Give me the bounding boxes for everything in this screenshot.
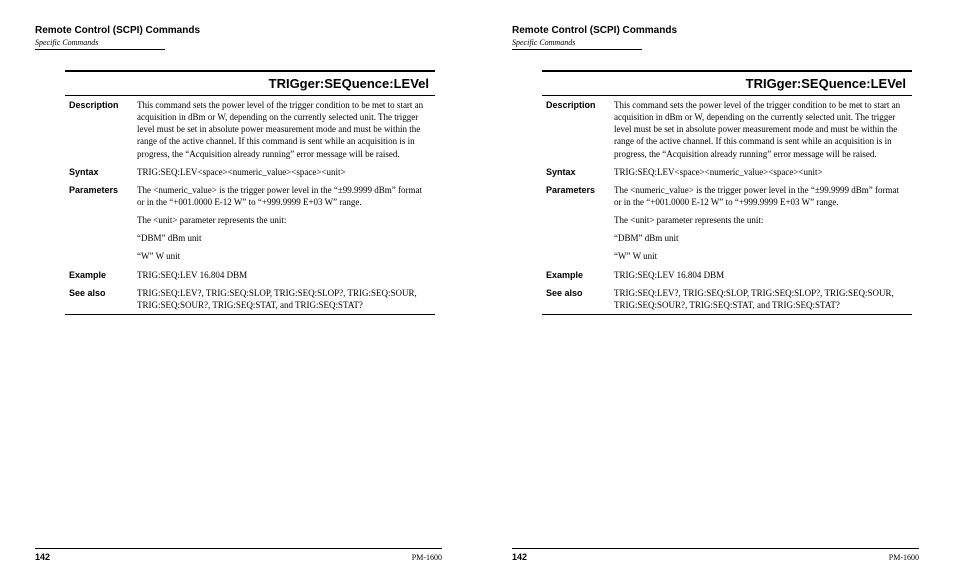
page-right: Remote Control (SCPI) Commands Specific …: [477, 0, 954, 580]
row-content: This command sets the power level of the…: [614, 99, 908, 160]
header-subtitle: Specific Commands: [512, 38, 919, 47]
para: The <numeric_value> is the trigger power…: [137, 184, 431, 208]
footer-product: PM-1600: [889, 553, 919, 562]
row-label: Example: [546, 269, 614, 281]
row-parameters: Parameters The <numeric_value> is the tr…: [542, 181, 912, 266]
row-content: The <numeric_value> is the trigger power…: [614, 184, 908, 263]
row-content: The <numeric_value> is the trigger power…: [137, 184, 431, 263]
row-parameters: Parameters The <numeric_value> is the tr…: [65, 181, 435, 266]
page-footer: 142 PM-1600: [35, 548, 442, 562]
command-rows: Description This command sets the power …: [65, 95, 435, 315]
row-label: Description: [546, 99, 614, 160]
row-example: Example TRIG:SEQ:LEV 16.804 DBM: [65, 266, 435, 284]
row-content: This command sets the power level of the…: [137, 99, 431, 160]
para: TRIG:SEQ:LEV?, TRIG:SEQ:SLOP, TRIG:SEQ:S…: [614, 287, 908, 311]
page-footer: 142 PM-1600: [512, 548, 919, 562]
row-content: TRIG:SEQ:LEV<space><numeric_value><space…: [614, 166, 908, 178]
header-divider: [512, 49, 642, 50]
para: TRIG:SEQ:LEV 16.804 DBM: [614, 269, 908, 281]
para: TRIG:SEQ:LEV?, TRIG:SEQ:SLOP, TRIG:SEQ:S…: [137, 287, 431, 311]
header-title: Remote Control (SCPI) Commands: [35, 25, 442, 36]
command-title: TRIGger:SEQuence:LEVel: [542, 70, 912, 95]
footer-page-number: 142: [35, 552, 50, 562]
row-content: TRIG:SEQ:LEV 16.804 DBM: [137, 269, 431, 281]
para: TRIG:SEQ:LEV<space><numeric_value><space…: [137, 166, 431, 178]
command-rows: Description This command sets the power …: [542, 95, 912, 315]
row-label: Description: [69, 99, 137, 160]
row-content: TRIG:SEQ:LEV<space><numeric_value><space…: [137, 166, 431, 178]
footer-page-number: 142: [512, 552, 527, 562]
row-description: Description This command sets the power …: [65, 96, 435, 163]
row-content: TRIG:SEQ:LEV?, TRIG:SEQ:SLOP, TRIG:SEQ:S…: [614, 287, 908, 311]
row-seealso: See also TRIG:SEQ:LEV?, TRIG:SEQ:SLOP, T…: [65, 284, 435, 314]
row-content: TRIG:SEQ:LEV 16.804 DBM: [614, 269, 908, 281]
row-label: See also: [546, 287, 614, 311]
row-example: Example TRIG:SEQ:LEV 16.804 DBM: [542, 266, 912, 284]
command-box: TRIGger:SEQuence:LEVel Description This …: [542, 70, 912, 315]
row-content: TRIG:SEQ:LEV?, TRIG:SEQ:SLOP, TRIG:SEQ:S…: [137, 287, 431, 311]
row-syntax: Syntax TRIG:SEQ:LEV<space><numeric_value…: [65, 163, 435, 181]
row-syntax: Syntax TRIG:SEQ:LEV<space><numeric_value…: [542, 163, 912, 181]
para: TRIG:SEQ:LEV<space><numeric_value><space…: [614, 166, 908, 178]
header-divider: [35, 49, 165, 50]
row-label: Parameters: [69, 184, 137, 263]
para: “DBM” dBm unit: [614, 232, 908, 244]
row-label: Example: [69, 269, 137, 281]
header-subtitle: Specific Commands: [35, 38, 442, 47]
para: The <unit> parameter represents the unit…: [614, 214, 908, 226]
header-title: Remote Control (SCPI) Commands: [512, 25, 919, 36]
page-left: Remote Control (SCPI) Commands Specific …: [0, 0, 477, 580]
row-label: Syntax: [69, 166, 137, 178]
footer-product: PM-1600: [412, 553, 442, 562]
para: TRIG:SEQ:LEV 16.804 DBM: [137, 269, 431, 281]
para: This command sets the power level of the…: [137, 99, 431, 160]
command-box: TRIGger:SEQuence:LEVel Description This …: [65, 70, 435, 315]
row-label: See also: [69, 287, 137, 311]
para: The <unit> parameter represents the unit…: [137, 214, 431, 226]
para: “W” W unit: [137, 250, 431, 262]
para: “W” W unit: [614, 250, 908, 262]
row-label: Syntax: [546, 166, 614, 178]
row-label: Parameters: [546, 184, 614, 263]
para: “DBM” dBm unit: [137, 232, 431, 244]
para: The <numeric_value> is the trigger power…: [614, 184, 908, 208]
para: This command sets the power level of the…: [614, 99, 908, 160]
command-title: TRIGger:SEQuence:LEVel: [65, 70, 435, 95]
row-description: Description This command sets the power …: [542, 96, 912, 163]
row-seealso: See also TRIG:SEQ:LEV?, TRIG:SEQ:SLOP, T…: [542, 284, 912, 314]
